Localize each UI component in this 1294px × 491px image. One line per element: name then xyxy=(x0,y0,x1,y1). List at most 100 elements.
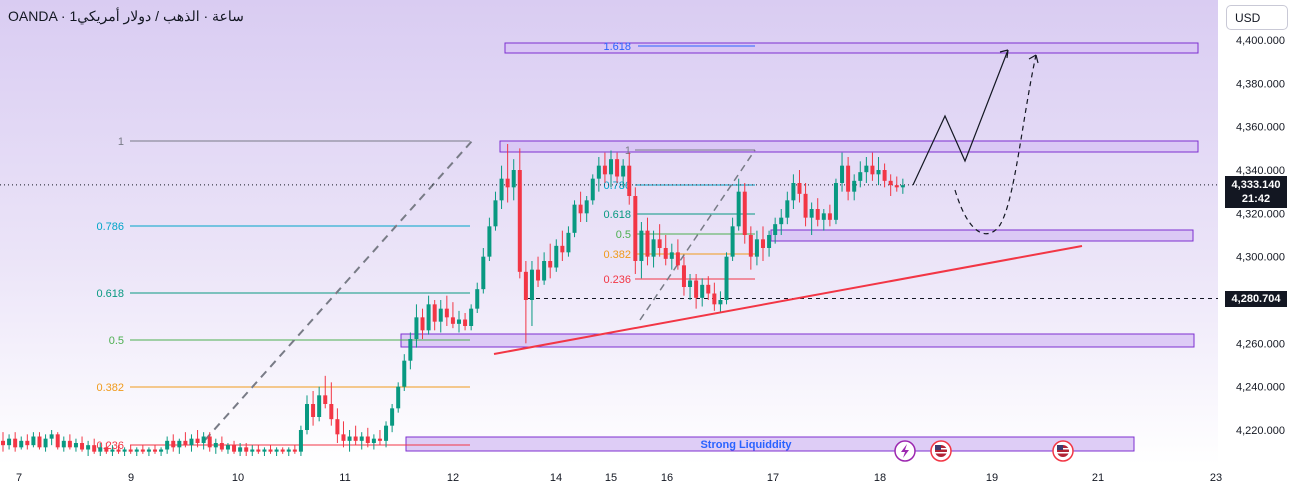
extension-zone xyxy=(504,42,1199,54)
time-tick-label: 10 xyxy=(232,472,244,484)
candle-body xyxy=(475,289,480,309)
symbol-title: OANDA · 1ساعة · الذهب / دولار أمريكي xyxy=(8,8,244,24)
candle-body xyxy=(602,165,607,175)
candle-body xyxy=(797,183,802,194)
candle-body xyxy=(481,256,486,290)
fib-small-label: 0.618 xyxy=(603,209,631,221)
time-tick-label: 14 xyxy=(550,472,562,484)
us-flag-canton xyxy=(1057,445,1063,450)
candle-body xyxy=(621,165,626,177)
candle-body xyxy=(870,165,875,175)
candle-body xyxy=(134,449,139,452)
candle-body xyxy=(876,170,881,175)
bar-countdown-label: 21:42 xyxy=(1241,193,1271,205)
price-tick-label: 4,340.000 xyxy=(1236,165,1285,177)
candle-body xyxy=(232,445,237,452)
candle-body xyxy=(566,232,571,253)
candle-body xyxy=(663,248,668,259)
price-tick-label: 4,300.000 xyxy=(1236,252,1285,264)
candle-body xyxy=(377,438,382,441)
candle-body xyxy=(548,261,553,268)
price-axis-background xyxy=(1218,0,1294,491)
projection-path-dashed xyxy=(954,54,1037,235)
us-flag-stripe xyxy=(935,452,947,454)
candle-body xyxy=(754,239,759,257)
candle-body xyxy=(633,196,638,261)
candle-body xyxy=(609,159,613,175)
candle-body xyxy=(341,434,346,441)
candle-body xyxy=(165,440,170,450)
candle-body xyxy=(353,436,358,441)
candle-body xyxy=(19,440,24,448)
candle-body xyxy=(61,440,66,448)
candle-body xyxy=(730,226,735,257)
candle-body xyxy=(37,436,42,448)
candle-body xyxy=(463,319,468,326)
candle-body xyxy=(536,269,541,281)
candle-body xyxy=(219,443,224,450)
candle-body xyxy=(365,436,370,443)
candle-body xyxy=(639,230,644,261)
fib-small-label: 0.382 xyxy=(603,249,631,261)
fib-large-label: 0.5 xyxy=(109,335,124,347)
price-tick-label: 4,400.000 xyxy=(1236,35,1285,47)
candle-body xyxy=(900,185,905,188)
candle-body xyxy=(396,386,401,409)
price-tick-label: 4,220.000 xyxy=(1236,425,1285,437)
candle-body xyxy=(426,304,431,331)
candle-body xyxy=(560,245,565,253)
fib-small-label: 1 xyxy=(625,145,631,157)
liquidity-zone-label: Strong Liquiddity xyxy=(700,439,792,451)
candle-body xyxy=(128,449,133,452)
candle-body xyxy=(183,440,188,446)
candle-body xyxy=(432,304,437,322)
time-tick-label: 17 xyxy=(767,472,779,484)
fib-large-label: 0.786 xyxy=(96,221,124,233)
price-tick-label: 4,320.000 xyxy=(1236,208,1285,220)
candle-body xyxy=(73,443,78,448)
candle-body xyxy=(110,449,115,452)
candle-body xyxy=(414,317,419,339)
last-price-tag: 4,333.140 21:42 xyxy=(1225,176,1287,208)
candle-body xyxy=(675,252,680,266)
price-tick-label: 4,240.000 xyxy=(1236,382,1285,394)
candle-body xyxy=(493,200,498,227)
time-tick-label: 11 xyxy=(339,472,350,484)
time-tick-label: 23 xyxy=(1210,472,1222,484)
candle-body xyxy=(785,200,790,218)
candle-body xyxy=(694,280,699,298)
time-axis-background xyxy=(0,465,1218,491)
candle-body xyxy=(140,449,145,452)
candle-body xyxy=(195,438,200,443)
candle-body xyxy=(55,434,60,448)
fib-guide-dashed-line xyxy=(639,149,756,321)
candle-body xyxy=(92,445,97,452)
candle-body xyxy=(116,449,121,452)
fib-large-label: 0.236 xyxy=(96,440,124,452)
fib-large-label: 0.382 xyxy=(96,382,124,394)
candle-body xyxy=(499,178,504,201)
candle-body xyxy=(159,449,164,452)
candle-body xyxy=(657,239,662,248)
candle-body xyxy=(347,436,352,441)
candle-body xyxy=(238,447,243,452)
time-tick-label: 12 xyxy=(447,472,459,484)
candle-body xyxy=(846,165,851,192)
candle-body xyxy=(250,449,255,452)
candle-body xyxy=(809,209,814,218)
time-tick-label: 18 xyxy=(874,472,886,484)
candle-body xyxy=(43,438,48,448)
candle-body xyxy=(469,308,474,326)
candle-body xyxy=(335,419,340,435)
candle-body xyxy=(104,447,109,452)
currency-button[interactable]: USD xyxy=(1226,5,1288,30)
candle-body xyxy=(803,193,808,218)
candle-body xyxy=(584,200,589,214)
projection-path-solid xyxy=(912,49,1009,186)
price-tick-label: 4,360.000 xyxy=(1236,122,1285,134)
candle-body xyxy=(80,443,85,450)
candle-body xyxy=(827,213,832,220)
candle-body xyxy=(529,269,534,300)
resistance-zone xyxy=(499,140,1199,153)
